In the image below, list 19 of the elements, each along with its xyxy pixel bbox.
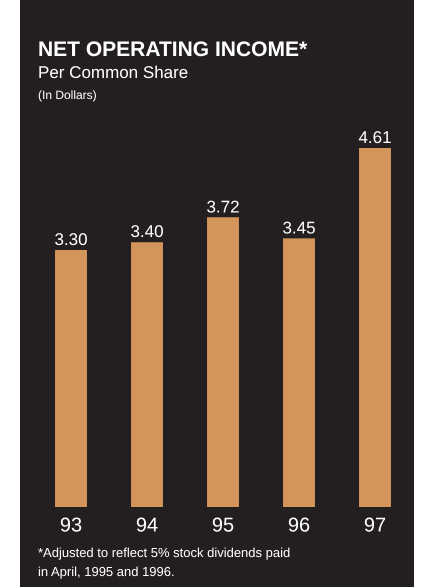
x-tick-label: 94 [136,514,158,536]
text: *Adjusted to reflect 5% stock dividends paid in April, 1995 and 1996. [38,544,292,581]
x-tick-label: 96 [288,514,310,536]
data-label: 3.30 [54,230,88,250]
x-tick-label: 93 [60,514,82,536]
bar [359,148,391,507]
x-tick-label: 95 [212,514,234,536]
chart-title: NET OPERATING INCOME* [38,38,308,62]
y-axis-title: (In Dollars) [38,88,97,102]
data-label: 3.40 [130,222,164,242]
data-label: 3.72 [206,197,240,216]
bar [131,242,163,507]
bar [55,250,87,507]
chart-subtitle: Per Common Share [38,63,188,83]
data-label: 3.45 [282,218,316,238]
x-tick-label: 97 [364,514,386,536]
bar [283,238,315,507]
bar [207,217,239,507]
data-label: 4.61 [358,128,392,147]
